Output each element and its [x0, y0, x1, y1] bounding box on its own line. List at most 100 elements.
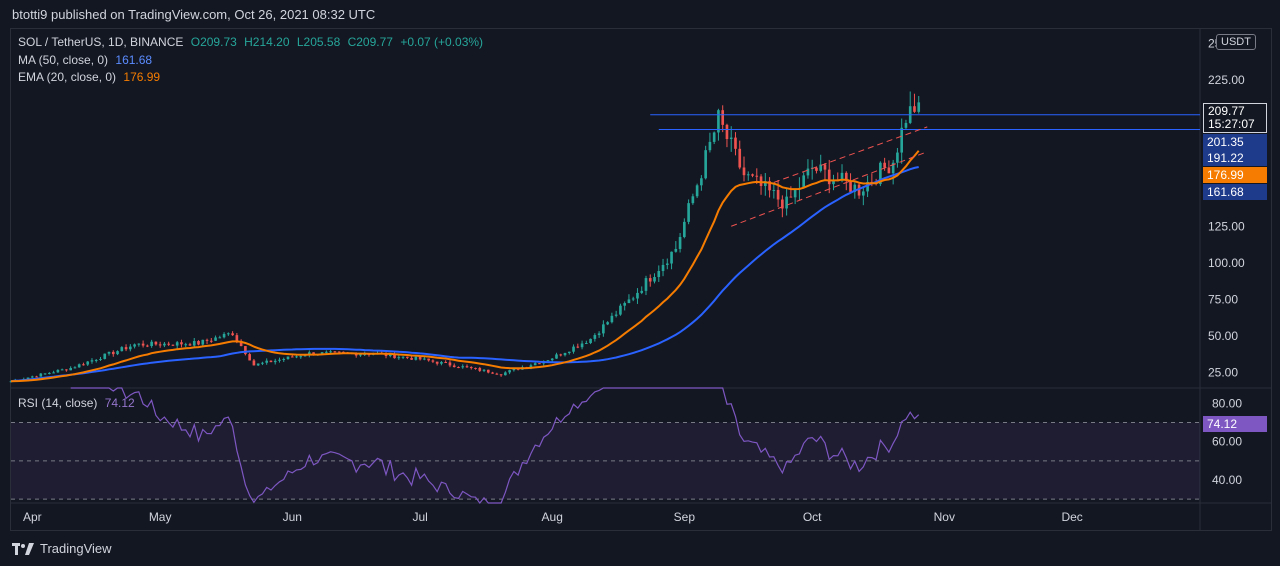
candle-body [30, 376, 34, 378]
symbol-label: SOL / TetherUS, 1D, BINANCE [18, 35, 184, 49]
candle-body [725, 124, 729, 140]
candle-body [325, 351, 328, 353]
price-tick-label: 125.00 [1208, 219, 1245, 233]
candle-body [48, 372, 51, 374]
candle-body [695, 185, 699, 197]
candle-body [111, 351, 115, 355]
candle-body [879, 162, 882, 185]
candle-body [602, 324, 605, 334]
candle-body [248, 354, 251, 361]
publish-info: btotti9 published on TradingView.com, Oc… [12, 7, 376, 22]
candle-body [648, 278, 652, 282]
candle-body [158, 344, 162, 346]
candle-body [572, 346, 575, 352]
candle-body [146, 345, 149, 347]
candle-body [116, 351, 119, 355]
candle-body [567, 351, 571, 353]
candle-body [269, 360, 273, 363]
candle-body [452, 365, 456, 368]
candle-body [508, 370, 511, 373]
candle-body [721, 110, 725, 125]
candle-body [904, 122, 908, 128]
candle-body [222, 333, 226, 338]
candle-body [35, 376, 38, 378]
candle-body [623, 303, 626, 306]
chart-panel[interactable] [10, 28, 1272, 531]
candle-body [504, 372, 507, 376]
candle-body [550, 358, 554, 361]
rsi-line [70, 387, 920, 504]
candle-body [171, 344, 175, 346]
time-tick-label: Jun [283, 510, 302, 524]
candle-body [589, 338, 592, 344]
time-tick-label: Nov [934, 510, 955, 524]
trendline-lower [731, 151, 928, 227]
candle-body [708, 141, 712, 151]
candle-body [759, 176, 763, 187]
ohlc-close: C209.77 [347, 35, 393, 49]
candle-body [244, 346, 247, 355]
time-tick-label: May [149, 510, 172, 524]
candle-body [580, 343, 584, 348]
candle-body [704, 150, 707, 179]
candle-body [82, 364, 85, 366]
candle-body [529, 365, 533, 368]
candle-body [538, 363, 541, 365]
candle-body [406, 356, 409, 358]
candle-body [295, 356, 298, 358]
tradingview-logo-icon [12, 542, 34, 555]
candle-body [678, 237, 682, 249]
candle-body [469, 367, 473, 369]
candle-body [303, 355, 307, 357]
candle-body [167, 343, 171, 345]
candle-body [533, 363, 537, 366]
candle-body [461, 366, 465, 368]
candle-body [789, 196, 793, 198]
candle-body [431, 360, 435, 362]
bottom-bar [0, 531, 1280, 566]
ohlc-high: H214.20 [244, 35, 290, 49]
candle-body [853, 184, 857, 192]
candle-body [717, 110, 720, 133]
candle-body [619, 305, 622, 315]
candle-body [683, 221, 686, 238]
candle-body [576, 346, 580, 348]
ma-50-line [10, 166, 919, 383]
candle-body [320, 352, 324, 355]
candle-body [823, 164, 827, 170]
candle-body [887, 167, 891, 174]
candle-body [163, 343, 166, 346]
rsi-tick-label: 40.00 [1212, 473, 1242, 487]
candle-body [802, 175, 805, 189]
candle-body [827, 169, 831, 185]
candle-body [282, 359, 286, 361]
candle-body [52, 372, 55, 374]
candle-body [77, 364, 81, 368]
candle-body [94, 359, 98, 361]
candle-body [891, 162, 895, 174]
tradingview-brand[interactable]: TradingView [12, 541, 112, 556]
time-tick-label: Sep [674, 510, 696, 524]
candle-body [180, 342, 183, 345]
price-tick-label: 225.00 [1208, 73, 1245, 87]
rsi-tick-label: 80.00 [1212, 396, 1242, 410]
bar-countdown: 15:27:07 [1208, 117, 1255, 131]
candle-body [478, 368, 482, 371]
time-tick-label: Aug [542, 510, 563, 524]
candle-body [883, 162, 886, 168]
candle-body [423, 358, 426, 360]
candle-body [606, 322, 609, 325]
candle-body [546, 360, 550, 362]
candle-body [597, 333, 601, 336]
candle-body [793, 189, 797, 198]
candle-body [768, 181, 771, 191]
candle-body [781, 199, 784, 209]
candle-body [69, 368, 72, 371]
currency-badge[interactable]: USDT [1216, 34, 1256, 50]
candle-body [640, 290, 644, 293]
candle-body [844, 172, 848, 181]
candle-body [299, 356, 303, 358]
candle-body [103, 353, 107, 359]
candle-body [273, 360, 277, 363]
